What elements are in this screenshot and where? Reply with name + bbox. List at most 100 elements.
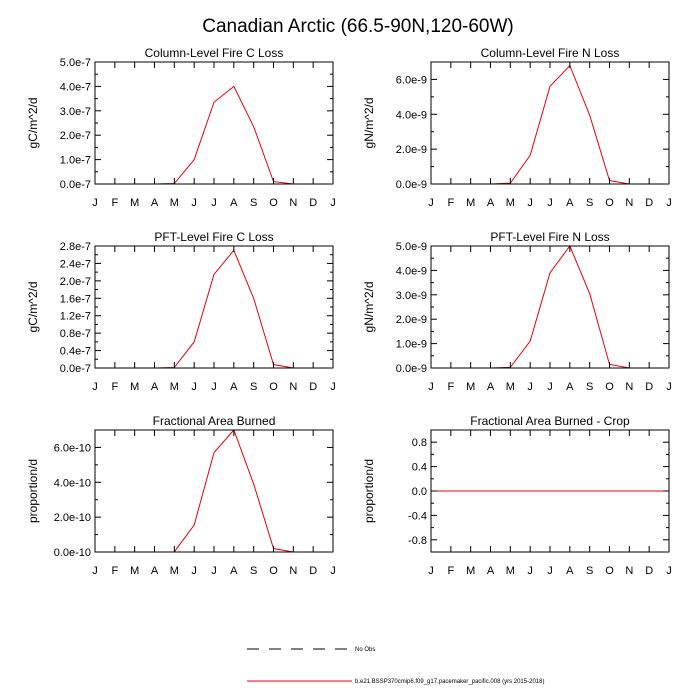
x-tick-label: M bbox=[170, 565, 179, 577]
x-tick-label: D bbox=[645, 197, 653, 209]
y-axis-label: proportion/d bbox=[362, 459, 376, 523]
y-tick-label: 1.0e-9 bbox=[396, 339, 427, 351]
x-tick-label: J bbox=[191, 565, 197, 577]
x-tick-label: S bbox=[586, 381, 593, 393]
x-tick-label: J bbox=[527, 197, 533, 209]
x-tick-label: S bbox=[250, 197, 257, 209]
y-axis-label: gN/m^2/d bbox=[362, 282, 376, 333]
x-tick-label: S bbox=[250, 565, 257, 577]
x-tick-label: O bbox=[605, 565, 614, 577]
y-tick-label: 0.8e-7 bbox=[60, 328, 91, 340]
x-tick-label: S bbox=[586, 197, 593, 209]
x-tick-label: S bbox=[250, 381, 257, 393]
y-axis-label: gC/m^2/d bbox=[26, 98, 40, 149]
x-tick-label: N bbox=[625, 381, 633, 393]
legend: No Obs b.e21.BSSP370cmip6.f09_g17.pacema… bbox=[247, 647, 544, 685]
x-tick-label: N bbox=[289, 197, 297, 209]
y-tick-label: 5.0e-7 bbox=[60, 57, 91, 69]
x-tick-label: J bbox=[330, 197, 336, 209]
plot-frame bbox=[94, 61, 334, 185]
x-tick-label: A bbox=[151, 381, 159, 393]
y-tick-label: 4.0e-10 bbox=[54, 477, 91, 489]
x-tick-label: M bbox=[130, 381, 139, 393]
panel-title: Fractional Area Burned - Crop bbox=[470, 414, 630, 428]
plot-frame bbox=[430, 245, 670, 369]
x-tick-label: O bbox=[269, 565, 278, 577]
y-tick-label: 4.0e-7 bbox=[60, 81, 91, 93]
y-tick-label: 2.0e-7 bbox=[60, 276, 91, 288]
y-tick-label: 0.0e-9 bbox=[396, 363, 427, 375]
series-line-1 bbox=[95, 249, 333, 369]
x-tick-label: A bbox=[487, 381, 495, 393]
x-tick-label: J bbox=[527, 565, 533, 577]
panel-title: PFT-Level Fire N Loss bbox=[490, 230, 609, 244]
y-tick-label: 5.0e-9 bbox=[396, 241, 427, 253]
y-axis-label: gN/m^2/d bbox=[362, 98, 376, 149]
series-line-1 bbox=[431, 244, 669, 369]
x-tick-label: M bbox=[170, 197, 179, 209]
x-tick-label: J bbox=[330, 565, 336, 577]
legend-obs-label: No Obs bbox=[355, 647, 375, 653]
x-tick-label: J bbox=[191, 197, 197, 209]
x-tick-label: J bbox=[211, 381, 217, 393]
y-tick-label: -0.8 bbox=[408, 535, 427, 547]
x-tick-label: D bbox=[309, 565, 317, 577]
y-tick-label: 2.0e-7 bbox=[60, 130, 91, 142]
y-tick-label: 0.0e-10 bbox=[54, 547, 91, 559]
y-tick-label: 0.4 bbox=[412, 462, 427, 474]
x-tick-label: F bbox=[447, 197, 454, 209]
x-tick-label: M bbox=[466, 565, 475, 577]
x-tick-label: N bbox=[625, 197, 633, 209]
x-tick-label: O bbox=[605, 197, 614, 209]
y-tick-label: -0.4 bbox=[408, 510, 427, 522]
y-tick-label: 0.0e-9 bbox=[396, 179, 427, 191]
legend-model-label: b.e21.BSSP370cmip6.f09_g17.pacemaker_pac… bbox=[355, 679, 544, 685]
panel-title: Column-Level Fire N Loss bbox=[481, 46, 620, 60]
y-axis-label: gC/m^2/d bbox=[26, 282, 40, 333]
y-tick-label: 0.4e-7 bbox=[60, 346, 91, 358]
y-tick-label: 2.0e-9 bbox=[396, 314, 427, 326]
y-tick-label: 2.8e-7 bbox=[60, 241, 91, 253]
plot-frame bbox=[430, 61, 670, 185]
x-tick-label: J bbox=[92, 381, 98, 393]
x-tick-label: M bbox=[506, 381, 515, 393]
x-tick-label: J bbox=[92, 197, 98, 209]
series-line-1 bbox=[95, 85, 333, 185]
plot-frame bbox=[94, 245, 334, 369]
x-tick-label: A bbox=[566, 197, 574, 209]
y-tick-label: 3.0e-7 bbox=[60, 106, 91, 118]
y-tick-label: 1.6e-7 bbox=[60, 293, 91, 305]
x-tick-label: D bbox=[309, 381, 317, 393]
x-tick-label: D bbox=[645, 381, 653, 393]
x-tick-label: A bbox=[487, 197, 495, 209]
panel-title: Fractional Area Burned bbox=[153, 414, 276, 428]
x-tick-label: J bbox=[211, 197, 217, 209]
plot-frame bbox=[94, 429, 334, 553]
y-tick-label: 0.0 bbox=[412, 486, 427, 498]
x-tick-label: J bbox=[211, 565, 217, 577]
series-line-1 bbox=[431, 64, 669, 185]
x-tick-label: D bbox=[645, 565, 653, 577]
y-tick-label: 2.0e-10 bbox=[54, 512, 91, 524]
x-tick-label: D bbox=[309, 197, 317, 209]
y-tick-label: 4.0e-9 bbox=[396, 265, 427, 277]
x-tick-label: A bbox=[230, 381, 238, 393]
x-tick-label: M bbox=[130, 197, 139, 209]
y-tick-label: 2.4e-7 bbox=[60, 258, 91, 270]
panel-title: PFT-Level Fire C Loss bbox=[154, 230, 273, 244]
y-tick-label: 0.8 bbox=[412, 437, 427, 449]
x-tick-label: A bbox=[230, 565, 238, 577]
x-tick-label: J bbox=[547, 381, 553, 393]
x-tick-label: J bbox=[92, 565, 98, 577]
x-tick-label: M bbox=[466, 197, 475, 209]
x-tick-label: J bbox=[666, 565, 672, 577]
y-tick-label: 6.0e-9 bbox=[396, 74, 427, 86]
x-tick-label: S bbox=[586, 565, 593, 577]
x-tick-label: A bbox=[566, 565, 574, 577]
x-tick-label: J bbox=[547, 197, 553, 209]
